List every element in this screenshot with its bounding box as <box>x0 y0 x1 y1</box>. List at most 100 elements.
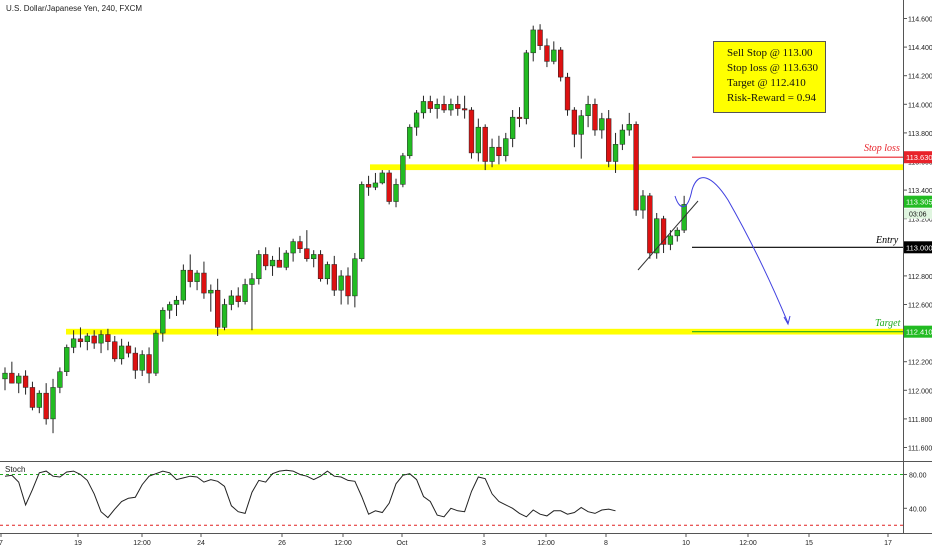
candle-body <box>215 289 221 328</box>
candle-body <box>139 354 145 371</box>
candle-body <box>606 118 612 162</box>
candle-body <box>455 104 461 109</box>
candle-body <box>201 272 207 294</box>
candle-body <box>84 335 90 342</box>
price-tick-label: 114.400 <box>908 45 932 52</box>
candle-body <box>64 347 70 372</box>
candle-body <box>338 275 344 291</box>
candle-body <box>221 304 228 328</box>
price-tick-label: 114.600 <box>908 17 932 24</box>
time-tick-label: 15 <box>805 540 813 547</box>
candle-body <box>125 345 132 354</box>
time-tick-label: 17 <box>884 540 892 547</box>
time-tick-label: 12:00 <box>133 540 151 547</box>
candle-body <box>407 126 413 157</box>
candle-body <box>146 354 152 374</box>
candle-body <box>674 229 680 237</box>
candle-body <box>420 101 427 114</box>
time-tick-label: 19 <box>74 540 82 547</box>
candle-body <box>235 295 241 302</box>
candle-body <box>208 289 214 294</box>
candle-body <box>112 341 118 360</box>
candle-body <box>647 195 653 254</box>
candle-body <box>331 264 337 291</box>
info-sell-stop: Sell Stop @ 113.00 <box>727 47 813 59</box>
candle-body <box>194 272 200 282</box>
candle-body <box>249 278 255 285</box>
stoch-tick-label: 40.00 <box>909 506 927 513</box>
candle-body <box>551 49 557 62</box>
candle-body <box>571 109 578 135</box>
price-tick-label: 112.600 <box>908 303 932 310</box>
entry-badge: 113.000 <box>906 243 932 252</box>
target-zone <box>66 328 903 335</box>
projection-arrowhead <box>783 315 791 326</box>
stoch-line <box>4 469 616 519</box>
candle-body <box>290 241 296 254</box>
candle-body <box>276 259 283 268</box>
candle-body <box>482 126 488 162</box>
candle-body <box>393 184 399 202</box>
candle-body <box>98 334 104 344</box>
stoch-label: Stoch <box>5 465 26 474</box>
candle-body <box>509 116 516 139</box>
candle-body <box>352 258 358 297</box>
candle-body <box>530 29 536 54</box>
candle-body <box>22 375 29 388</box>
candle-body <box>516 116 523 119</box>
last-price-badge-bg <box>904 195 932 208</box>
candle-body <box>633 124 639 211</box>
candle-body <box>57 371 63 388</box>
price-tick-label: 112.800 <box>908 274 932 281</box>
candle-body <box>166 304 173 311</box>
candle-body <box>359 184 365 259</box>
candle-body <box>269 259 276 267</box>
price-tick-label: 113.200 <box>908 217 932 224</box>
candle-body <box>153 332 159 374</box>
time-tick-label: 26 <box>278 540 286 547</box>
target-badge-bg <box>904 325 932 338</box>
candle-body <box>297 241 303 249</box>
time-tick-label: 24 <box>197 540 205 547</box>
candle-body <box>2 372 8 380</box>
candle-body <box>441 104 447 111</box>
time-tick-label: 12:00 <box>334 540 352 547</box>
candle-body <box>640 195 646 211</box>
time-tick-label: 12:00 <box>537 540 555 547</box>
timer-badge-bg <box>904 208 932 219</box>
candle-body <box>523 52 530 119</box>
candle-body <box>612 144 619 162</box>
candle-body <box>468 109 475 154</box>
candle-body <box>379 172 385 184</box>
candle-body <box>283 252 289 268</box>
target-annotation: Target <box>875 318 901 329</box>
wedge-lower-line <box>637 200 699 271</box>
candle-body <box>537 29 543 46</box>
price-tick-label: 113.800 <box>908 131 932 138</box>
candle-body <box>36 392 42 408</box>
candle-body <box>400 155 406 185</box>
candle-body <box>311 254 317 259</box>
projection-curve <box>674 177 789 324</box>
time-tick-label: Oct <box>397 540 408 547</box>
trade-info-box: Sell Stop @ 113.00 Stop loss @ 113.630 T… <box>713 41 826 113</box>
candle-body <box>558 49 564 78</box>
stop-loss-badge-bg <box>904 151 932 164</box>
candle-body <box>77 338 84 342</box>
candle-body <box>160 309 166 334</box>
candle-body <box>180 269 187 301</box>
candle-body <box>660 218 667 245</box>
info-stop-loss: Stop loss @ 113.630 <box>727 62 819 74</box>
stop-loss-annotation: Stop loss <box>864 143 900 154</box>
candle-body <box>448 104 454 111</box>
candle-body <box>118 345 125 360</box>
last-price-badge: 113.305 <box>906 198 932 207</box>
candle-body <box>475 126 481 154</box>
candle-body <box>105 334 111 342</box>
candle-body <box>365 184 372 188</box>
candle-body <box>256 254 262 280</box>
info-risk-reward: Risk-Reward = 0.94 <box>727 92 816 104</box>
candle-body <box>9 372 15 384</box>
candle-body <box>585 104 591 116</box>
